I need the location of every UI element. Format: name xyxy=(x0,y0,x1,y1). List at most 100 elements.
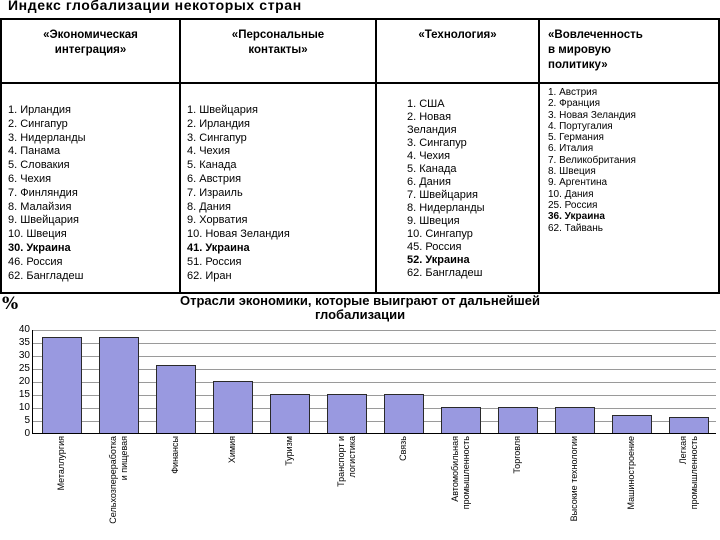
rank-item: 52. Украина xyxy=(407,254,470,266)
x-axis-category-label: Сельхозпереработка и пищевая xyxy=(107,436,129,524)
chart-bar xyxy=(98,336,139,433)
rank-item: 62. Тайвань xyxy=(548,222,603,234)
rank-item: 8. Нидерланды xyxy=(407,202,485,214)
rank-item: 30. Украина xyxy=(8,241,71,254)
chart-bar xyxy=(554,407,595,433)
rank-item: 5. Словакия xyxy=(8,159,70,172)
rank-item: 5. Канада xyxy=(187,159,237,172)
x-axis-category-label: Финансы xyxy=(170,436,180,474)
rank-item: 7. Великобритания xyxy=(548,154,636,166)
column-header: «Экономическая интеграция» xyxy=(2,20,179,84)
x-axis-category-label: Связь xyxy=(398,436,408,461)
x-axis-category-label: Машиностроение xyxy=(626,436,636,510)
rank-item: 1. Австрия xyxy=(548,87,598,98)
rank-item: 36. Украина xyxy=(548,211,605,223)
country-rank-list: 1. Швейцария 2. Ирландия 3. Сингапур 4. Чех… xyxy=(181,84,375,283)
chart-bar xyxy=(212,381,253,433)
rank-item: 7. Швейцария xyxy=(407,189,478,201)
rank-item: 7. Израиль xyxy=(187,186,243,199)
rank-item: 45. Россия xyxy=(407,241,462,253)
rank-item: 5. Канада xyxy=(407,163,457,175)
rank-item: 8. Дания xyxy=(187,200,231,213)
chart-bar xyxy=(41,336,82,433)
rank-item: 1. Швейцария xyxy=(187,104,258,116)
gridline xyxy=(33,330,716,331)
y-axis-tick-label: 25 xyxy=(18,363,30,374)
column-header: «Технология» xyxy=(377,20,538,84)
rank-item: 4. Португалия xyxy=(548,120,613,132)
page-title: Индекс глобализации некоторых стран xyxy=(8,0,302,13)
rank-item: 2. Франция xyxy=(548,98,601,110)
y-axis-tick-label: 35 xyxy=(18,337,30,348)
rank-item: 2. Сингапур xyxy=(8,117,68,130)
country-rank-list: 1. Австрия 2. Франция 3. Новая Зеландия 4. … xyxy=(540,84,718,234)
rank-item: 10. Швеция xyxy=(8,228,67,241)
y-axis-tick-label: 10 xyxy=(18,402,30,413)
x-axis-category-label: Химия xyxy=(227,436,237,464)
rank-item: 3. Сингапур xyxy=(187,131,247,144)
rank-item: 4. Чехия xyxy=(407,150,451,162)
x-axis-category-label: Легкая промышленность xyxy=(677,436,699,510)
country-rank-list: 1. Ирландия 2. Сингапур 3. Нидерланды 4. Па… xyxy=(2,84,179,283)
rank-item: 25. Россия xyxy=(548,199,598,211)
gridline xyxy=(33,356,716,357)
table-column-technology: «Технология» 1. США 2. Новая Зеландия 3. С… xyxy=(377,20,540,292)
table-column-world-politics: «Вовлеченность в мировую политику» 1. Ав… xyxy=(540,20,718,292)
rank-item: 9. Швеция xyxy=(407,215,460,227)
rank-item: 10. Сингапур xyxy=(407,228,473,240)
y-axis-unit-label: % xyxy=(2,294,19,314)
rank-item: 9. Аргентина xyxy=(548,177,608,189)
x-axis-category-label: Высокие технологии xyxy=(569,436,579,522)
rank-item: 6. Чехия xyxy=(8,172,52,185)
y-axis-tick-label: 20 xyxy=(18,376,30,387)
rank-item: 8. Швеция xyxy=(548,166,596,178)
gridline xyxy=(33,421,716,422)
rank-item: 4. Панама xyxy=(8,145,61,158)
table-column-personal-contacts: «Персональные контакты» 1. Швейцария 2. И… xyxy=(181,20,377,292)
chart-bar xyxy=(440,407,481,433)
x-axis-category-label: Торговля xyxy=(512,436,522,474)
chart-bar xyxy=(326,394,367,433)
y-axis-tick-label: 5 xyxy=(24,415,30,426)
rank-item: 7. Финляндия xyxy=(8,186,78,199)
chart-bar xyxy=(269,394,310,433)
x-axis-category-label: Транспорт и логистика xyxy=(335,436,357,487)
column-header: «Персональные контакты» xyxy=(181,20,375,84)
rank-item: 1. Ирландия xyxy=(8,104,72,116)
y-axis-tick-label: 0 xyxy=(24,428,30,439)
column-header: «Вовлеченность в мировую политику» xyxy=(540,20,718,84)
bar-chart-plot-area: 0 5 10 15 20 25 30 35 40 Металлургия Сельхозперера… xyxy=(19,324,716,524)
rank-item: 9. Хорватия xyxy=(187,214,248,227)
rank-item: 3. Новая Зеландия xyxy=(548,109,636,121)
rank-item: 10. Дания xyxy=(548,188,594,200)
y-axis-tick-label: 15 xyxy=(18,389,30,400)
rank-item: 41. Украина xyxy=(187,241,250,254)
rank-item: 2. Новая Зеландия xyxy=(407,111,457,136)
chart-bar xyxy=(155,365,196,433)
gridline xyxy=(33,395,716,396)
rank-item: 6. Дания xyxy=(407,176,451,188)
y-axis-tick-label: 30 xyxy=(18,350,30,361)
x-axis-category-label: Автомобильная промышленность xyxy=(449,436,471,510)
chart-bar xyxy=(383,394,424,433)
table-column-economic-integration: «Экономическая интеграция» 1. Ирландия 2.… xyxy=(2,20,181,292)
rank-item: 1. США xyxy=(407,98,445,110)
rank-item: 10. Новая Зеландия xyxy=(187,228,290,241)
chart-bar xyxy=(668,417,709,433)
rank-item: 5. Германия xyxy=(548,132,604,144)
gridline xyxy=(33,369,716,370)
gridline xyxy=(33,343,716,344)
gridline xyxy=(33,382,716,383)
chart-bar xyxy=(497,407,538,433)
rank-item: 8. Малайзия xyxy=(8,200,72,213)
rank-item: 3. Нидерланды xyxy=(8,131,86,144)
rank-item: 62. Иран xyxy=(187,269,232,282)
chart-bar xyxy=(611,414,652,433)
y-axis-tick-label: 40 xyxy=(18,324,30,335)
chart-title: Отрасли экономики, которые выиграют от д… xyxy=(179,293,540,322)
rank-item: 6. Австрия xyxy=(187,172,242,185)
globalization-index-table: «Экономическая интеграция» 1. Ирландия 2.… xyxy=(0,18,720,294)
rank-item: 62. Бангладеш xyxy=(8,269,84,282)
rank-item: 6. Италия xyxy=(548,143,594,155)
